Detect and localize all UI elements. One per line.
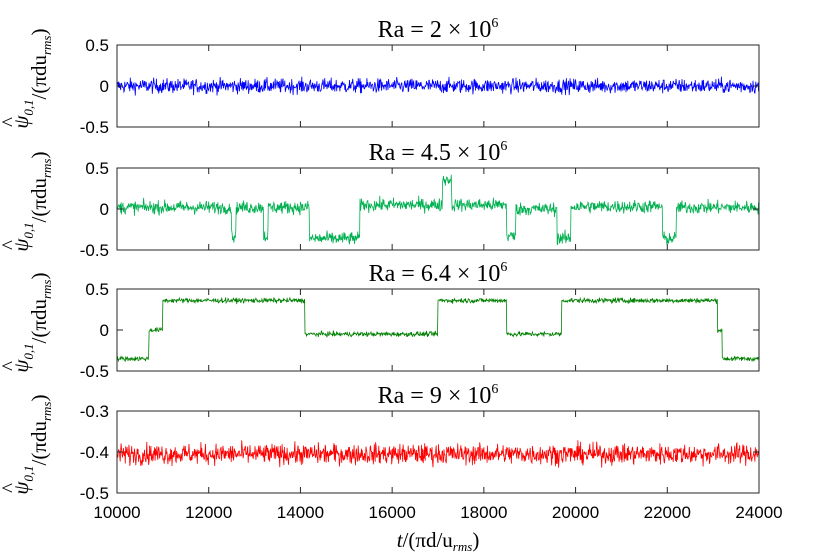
y-tick-label: -0.5 <box>80 362 109 381</box>
series-line <box>117 174 759 246</box>
y-tick-label: 0.5 <box>85 280 109 299</box>
y-tick-label: -0.3 <box>80 402 109 421</box>
svg-text:/(πdurms): /(πdurms) <box>27 273 54 344</box>
panel-2: -0.5 0 0.5 Ra = 4.5 × 106 ψ0,1^ /(πdurms) <box>0 139 760 260</box>
y-tick-label: -0.4 <box>80 443 109 462</box>
svg-text:^: ^ <box>0 239 21 250</box>
y-tick-label: -0.5 <box>80 118 109 137</box>
svg-text:/(πdurms): /(πdurms) <box>27 395 54 466</box>
x-tick-label: 10000 <box>93 503 140 522</box>
shared-x-axis: 10000 12000 14000 16000 18000 20000 22000 24000 <box>93 503 782 522</box>
panel-title: Ra = 4.5 × 106 <box>369 139 508 166</box>
y-axis-label: ψ0,1^ /(πdurms) <box>0 29 54 129</box>
svg-text:ψ0,1: ψ0,1 <box>9 99 36 128</box>
y-tick-label: 0 <box>100 77 109 96</box>
y-axis-label: ψ0,1^ /(πdurms) <box>0 395 54 495</box>
x-tick-label: 18000 <box>460 503 507 522</box>
y-tick-label: 0 <box>100 321 109 340</box>
svg-text:/(πdurms): /(πdurms) <box>27 29 54 100</box>
y-axis-label: ψ0,1^ /(πdurms) <box>0 152 54 252</box>
y-axis-label: ψ0,1^ /(πdurms) <box>0 273 54 373</box>
x-tick-label: 22000 <box>644 503 691 522</box>
x-tick-label: 24000 <box>735 503 782 522</box>
y-tick-label: -0.5 <box>80 241 109 260</box>
svg-text:^: ^ <box>0 116 21 127</box>
y-tick-label: 0 <box>100 200 109 219</box>
svg-text:ψ0,1: ψ0,1 <box>9 222 36 251</box>
x-tick-label: 20000 <box>552 503 599 522</box>
series-line <box>117 440 759 468</box>
x-axis-label: t/(πd/urms) <box>397 528 480 554</box>
svg-text:^: ^ <box>0 360 21 371</box>
panel-1: -0.5 0 0.5 Ra = 2 × 106 ψ0,1^ /(πdurms) <box>0 16 760 137</box>
series-line <box>117 296 759 363</box>
series-line <box>117 76 759 96</box>
axes-box <box>116 167 760 251</box>
svg-text:ψ0,1: ψ0,1 <box>9 465 36 494</box>
y-tick-label: -0.5 <box>80 484 109 503</box>
svg-text:/(πdurms): /(πdurms) <box>27 152 54 223</box>
svg-text:ψ0,1: ψ0,1 <box>9 343 36 372</box>
panel-title: Ra = 6.4 × 106 <box>369 260 508 287</box>
panel-3: -0.5 0 0.5 Ra = 6.4 × 106 ψ0,1^ /(πdurms) <box>0 260 760 381</box>
y-tick-label: 0.5 <box>85 36 109 55</box>
panel-4: -0.5 -0.4 -0.3 Ra = 9 × 106 ψ0,1^ /(πdurms) <box>0 382 760 503</box>
x-tick-label: 12000 <box>185 503 232 522</box>
y-tick-label: 0.5 <box>85 159 109 178</box>
x-tick-label: 16000 <box>369 503 416 522</box>
svg-text:^: ^ <box>0 482 21 493</box>
panel-title: Ra = 9 × 106 <box>378 382 499 409</box>
x-tick-label: 14000 <box>277 503 324 522</box>
panel-title: Ra = 2 × 106 <box>378 16 499 43</box>
